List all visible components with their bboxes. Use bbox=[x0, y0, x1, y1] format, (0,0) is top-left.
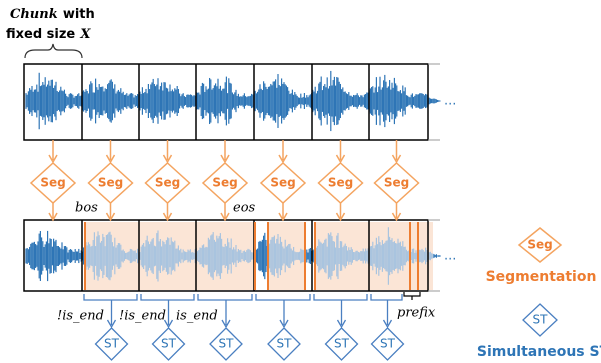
condition: !is_end bbox=[57, 309, 104, 324]
bracket bbox=[255, 294, 311, 329]
chunk-frames bbox=[23, 63, 440, 292]
waveform-top bbox=[25, 70, 441, 132]
segmenter-label: Seg bbox=[40, 176, 65, 190]
segmenter-label: Seg bbox=[155, 176, 180, 190]
segmenter-label: Seg bbox=[328, 176, 353, 190]
segmenter-label: Seg bbox=[270, 176, 295, 190]
ellipsis: ... bbox=[444, 249, 456, 264]
segmenter-label: Seg bbox=[98, 176, 123, 190]
translator bbox=[324, 327, 359, 361]
segmenter bbox=[29, 161, 77, 205]
chunk-label-line2: fixed size X bbox=[6, 24, 91, 43]
bracket bbox=[313, 294, 368, 329]
condition: is_end bbox=[176, 309, 218, 324]
legend-st-text: ST bbox=[533, 313, 549, 327]
segment-boundaries bbox=[84, 222, 419, 290]
segmenter bbox=[317, 161, 364, 205]
bracket bbox=[140, 294, 195, 329]
translator-label: ST bbox=[219, 337, 235, 351]
eos-marker: eos bbox=[233, 201, 256, 216]
prefix-label: prefix bbox=[397, 306, 436, 321]
segmenter bbox=[201, 161, 249, 205]
segmenter-label: Seg bbox=[212, 176, 237, 190]
translator-label: ST bbox=[334, 337, 350, 351]
translator bbox=[370, 327, 405, 361]
translator-label: ST bbox=[277, 337, 293, 351]
bracket bbox=[370, 294, 403, 329]
segmenter bbox=[144, 161, 191, 205]
bracket bbox=[197, 294, 253, 329]
segmenter bbox=[373, 161, 420, 205]
translator-label: ST bbox=[104, 337, 120, 351]
legend-st-label: Simultaneous ST bbox=[477, 344, 601, 360]
segmenter-label: Seg bbox=[384, 176, 409, 190]
translator-label: ST bbox=[161, 337, 177, 351]
translator bbox=[209, 327, 243, 361]
legend-seg-icon bbox=[517, 227, 563, 263]
ellipsis: ... bbox=[444, 94, 456, 109]
translator-label: ST bbox=[380, 337, 396, 351]
condition: !is_end bbox=[119, 309, 166, 324]
strip-frame bbox=[23, 219, 429, 292]
segmenter bbox=[259, 161, 307, 205]
bracket bbox=[83, 294, 138, 329]
translator bbox=[151, 327, 186, 361]
chunk-label-line1: Chunk with bbox=[10, 4, 95, 23]
translator bbox=[94, 327, 129, 361]
prefix-bracket bbox=[403, 292, 421, 300]
chunk-brace bbox=[24, 43, 83, 59]
segmenter bbox=[87, 161, 134, 205]
legend-seg-text: Seg bbox=[527, 238, 552, 252]
legend-st-icon bbox=[522, 303, 558, 337]
legend-seg-label: Segmentation bbox=[486, 269, 597, 285]
strip-frame bbox=[23, 63, 429, 141]
translator bbox=[267, 327, 301, 361]
bos-marker: bos bbox=[75, 201, 98, 216]
